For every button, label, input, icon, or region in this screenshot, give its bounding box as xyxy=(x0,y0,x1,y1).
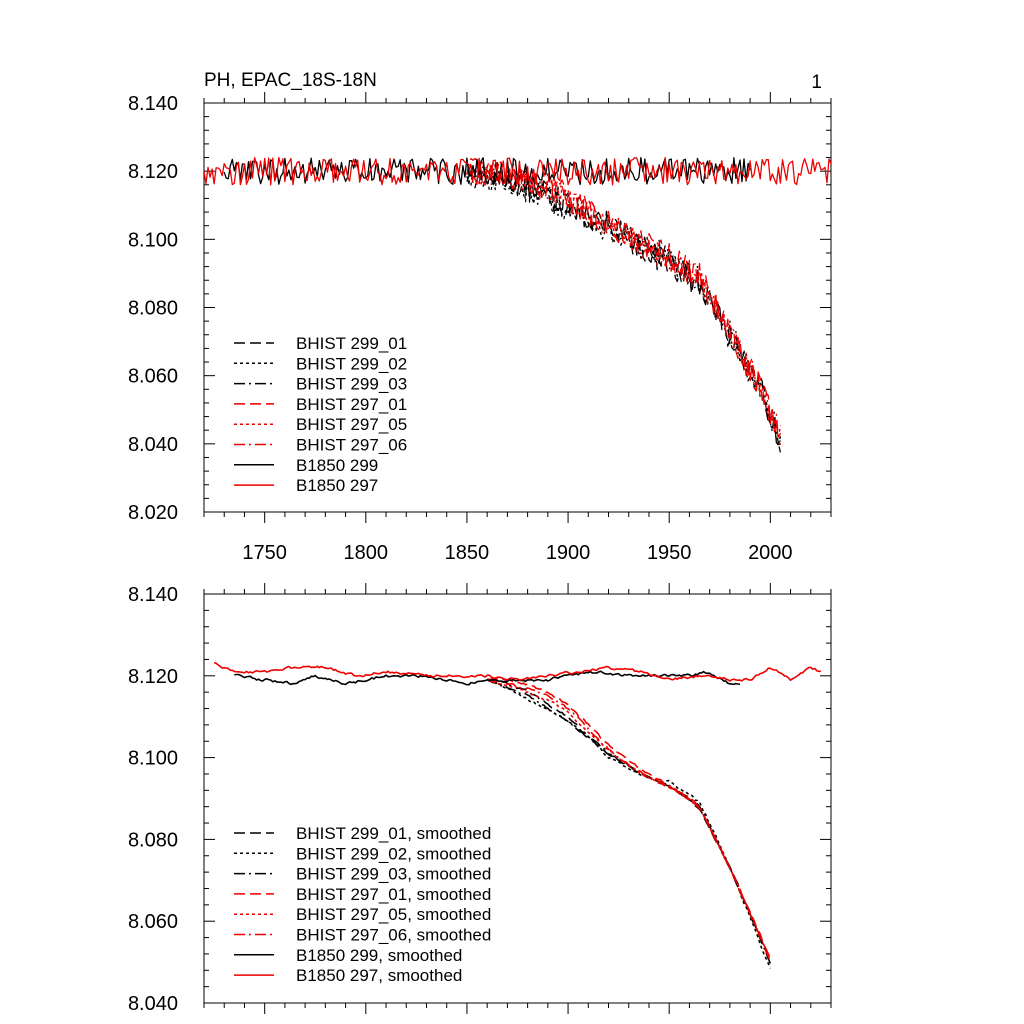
series-line-bhist-299-01 xyxy=(466,162,782,453)
series-line-bhist-299-02-smoothed xyxy=(487,678,772,969)
y-tick-label: 8.120 xyxy=(128,161,178,183)
series-line-bhist-299-01-smoothed xyxy=(486,678,772,962)
plot-frame xyxy=(203,593,832,1004)
y-tick-label: 8.020 xyxy=(128,502,178,524)
legend-label: BHIST 297_06 xyxy=(296,436,407,455)
x-tick-label: 1900 xyxy=(546,542,591,564)
series-line-bhist-299-03-smoothed xyxy=(487,678,772,964)
legend-label: BHIST 299_02, smoothed xyxy=(296,844,491,863)
legend-label: BHIST 297_06, smoothed xyxy=(296,926,491,945)
y-tick-label: 8.140 xyxy=(128,584,178,606)
x-tick-label: 1800 xyxy=(344,542,389,564)
x-tick-label: 1850 xyxy=(445,542,490,564)
legend-label: BHIST 299_03 xyxy=(296,375,407,394)
legend-label: BHIST 299_02 xyxy=(296,354,407,373)
legend-label: B1850 297, smoothed xyxy=(296,966,462,985)
legend-label: BHIST 299_03, smoothed xyxy=(296,865,491,884)
series-line-bhist-299-02 xyxy=(466,165,782,448)
plot-title: PH, EPAC_18S-18N xyxy=(204,70,377,91)
series-line-bhist-297-06 xyxy=(466,158,782,439)
legend-label: B1850 297 xyxy=(296,476,378,495)
series-group xyxy=(213,661,821,969)
legend-label: B1850 299 xyxy=(296,456,378,475)
legend-label: BHIST 299_01 xyxy=(296,334,407,353)
x-tick-label: 1750 xyxy=(242,542,287,564)
series-line-bhist-297-05-smoothed xyxy=(486,678,772,961)
series-group xyxy=(204,156,831,453)
series-line-bhist-297-05 xyxy=(466,165,782,440)
legend-label: BHIST 297_01 xyxy=(296,395,407,414)
x-tick-label: 2000 xyxy=(748,542,793,564)
x-tick-label: 1950 xyxy=(647,542,692,564)
legend-label: BHIST 297_01, smoothed xyxy=(296,885,491,904)
legend-label: BHIST 297_05, smoothed xyxy=(296,905,491,924)
y-tick-label: 8.060 xyxy=(128,366,178,388)
y-tick-label: 8.120 xyxy=(128,666,178,688)
y-tick-label: 8.140 xyxy=(128,93,178,115)
legend-label: B1850 299, smoothed xyxy=(296,946,462,965)
series-line-bhist-297-06-smoothed xyxy=(486,678,772,963)
bottom-panel: 8.140 8.120 8.100 8.080 8.060 8.040 BHIST 299_… xyxy=(128,583,832,1015)
series-line-b1850-299 xyxy=(223,157,751,186)
series-line-b1850-297 xyxy=(204,156,831,186)
y-tick-label: 8.100 xyxy=(128,748,178,770)
panel-number: 1 xyxy=(811,72,822,93)
y-tick-label: 8.080 xyxy=(128,829,178,851)
legend-label: BHIST 299_01, smoothed xyxy=(296,824,491,843)
top-panel: 8.140 8.120 8.100 8.080 8.060 8.040 8.020 1750 1… xyxy=(128,92,832,564)
legend-label: BHIST 297_05 xyxy=(296,415,407,434)
y-tick-label: 8.080 xyxy=(128,298,178,320)
y-tick-label: 8.060 xyxy=(128,911,178,933)
series-line-bhist-297-01 xyxy=(466,157,782,446)
series-line-b1850-297-smoothed xyxy=(213,661,821,682)
series-line-bhist-297-01-smoothed xyxy=(487,677,772,959)
series-line-bhist-299-03 xyxy=(466,162,781,444)
y-tick-label: 8.040 xyxy=(128,993,178,1015)
y-tick-label: 8.040 xyxy=(128,434,178,456)
y-tick-label: 8.100 xyxy=(128,229,178,251)
